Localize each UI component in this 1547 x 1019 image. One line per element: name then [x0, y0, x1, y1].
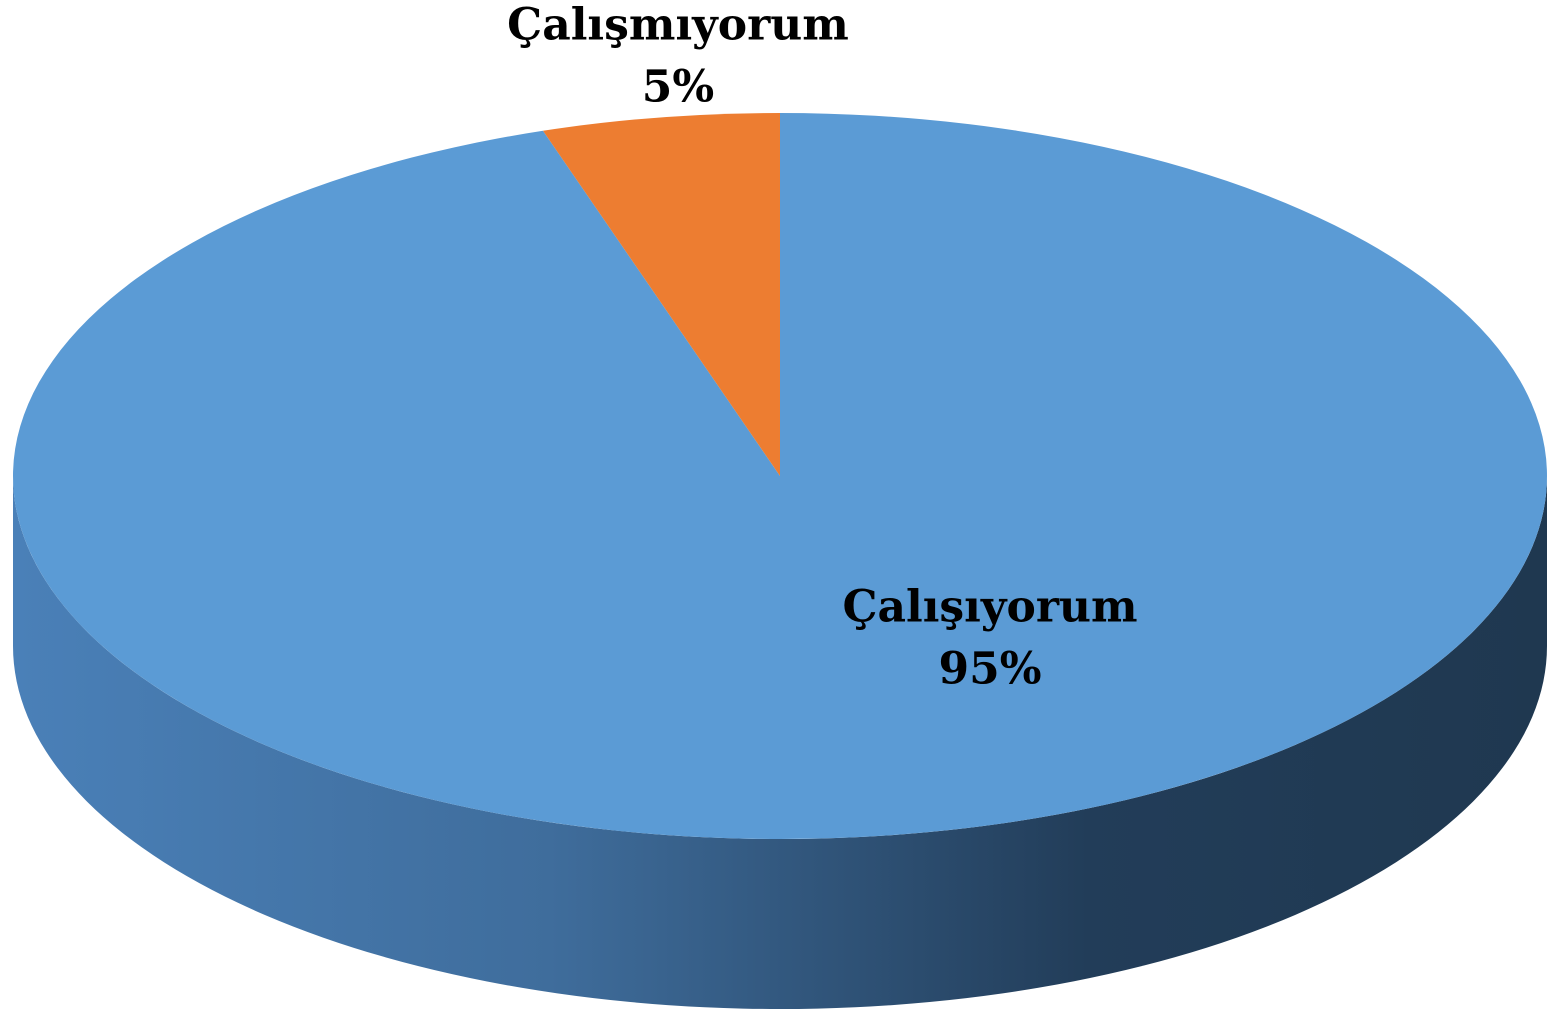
slice-category-label: Çalışıyorum: [842, 582, 1137, 633]
pie-side: [13, 476, 1547, 1009]
pie-slice: [542, 113, 780, 476]
slice-value-label: 95%: [938, 644, 1041, 695]
slice-category-label: Çalışmıyorum: [507, 0, 849, 51]
slice-value-label: 5%: [642, 62, 714, 113]
pie-slice: [13, 113, 1547, 839]
